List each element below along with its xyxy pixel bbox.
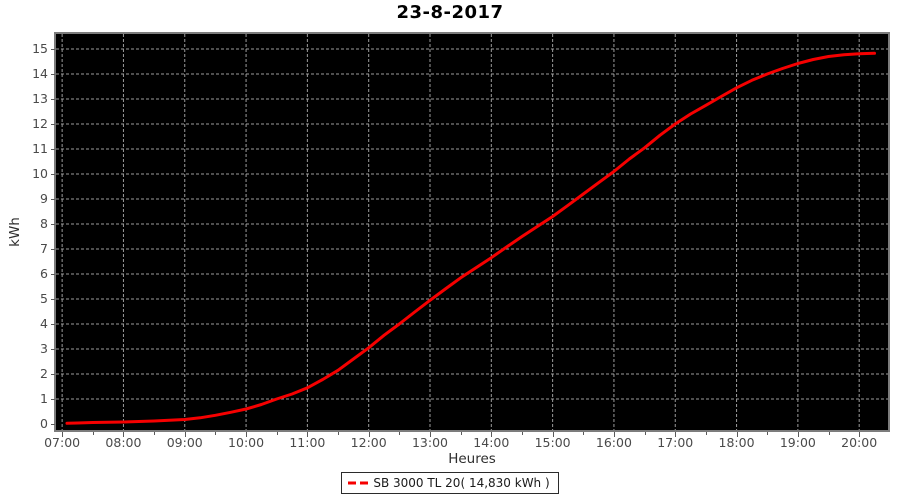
x-tick-mark [552, 432, 554, 437]
x-minor-tick-mark [154, 432, 156, 435]
x-tick-label: 11:00 [289, 435, 326, 450]
y-tick-label: 1 [40, 391, 48, 406]
y-tick-mark [51, 199, 55, 200]
x-tick-mark [613, 432, 615, 437]
x-tick-label: 12:00 [350, 435, 387, 450]
y-tick-label: 6 [40, 266, 48, 281]
x-minor-tick-mark [399, 432, 401, 435]
x-minor-tick-mark [705, 432, 707, 435]
data-curve-sb3000tl20 [65, 51, 876, 425]
y-tick-label: 15 [32, 41, 48, 56]
y-tick-mark [51, 174, 55, 175]
y-tick-mark [51, 249, 55, 250]
x-minor-tick-mark [644, 432, 646, 435]
x-tick-label: 20:00 [841, 435, 878, 450]
page-title: 23-8-2017 [396, 2, 504, 23]
x-tick-mark [491, 432, 493, 437]
x-tick-label: 17:00 [657, 435, 694, 450]
legend-label: SB 3000 TL 20( 14,830 kWh ) [373, 476, 550, 490]
x-tick-label: 13:00 [411, 435, 449, 450]
x-tick-mark [368, 432, 370, 437]
x-tick-mark [246, 432, 248, 437]
y-tick-label: 0 [40, 416, 48, 431]
x-tick-label: 16:00 [595, 435, 632, 450]
legend-line-icon [348, 481, 369, 485]
x-tick-mark [736, 432, 738, 437]
y-tick-mark [51, 274, 55, 275]
y-tick-mark [51, 374, 55, 375]
y-tick-label: 7 [40, 241, 48, 256]
y-tick-label: 13 [32, 91, 48, 106]
y-tick-mark [51, 49, 55, 50]
y-tick-mark [51, 99, 55, 100]
y-tick-label: 5 [40, 291, 48, 306]
x-tick-mark [184, 432, 186, 437]
y-tick-mark [51, 424, 55, 425]
x-tick-mark [675, 432, 677, 437]
x-tick-mark [123, 432, 125, 437]
y-tick-mark [51, 349, 55, 350]
y-tick-label: 2 [40, 366, 48, 381]
x-minor-tick-mark [215, 432, 217, 435]
x-tick-mark [307, 432, 309, 437]
x-tick-label: 07:00 [44, 435, 81, 450]
x-tick-mark [430, 432, 431, 437]
y-tick-mark [51, 74, 55, 75]
legend: SB 3000 TL 20( 14,830 kWh ) [0, 472, 900, 494]
x-tick-label: 08:00 [105, 435, 142, 450]
y-tick-mark [51, 124, 55, 125]
y-tick-label: 10 [32, 166, 48, 181]
y-tick-label: 9 [40, 191, 48, 206]
y-tick-mark [51, 299, 55, 300]
x-tick-mark [62, 432, 64, 437]
x-tick-label: 15:00 [534, 435, 571, 450]
y-tick-label: 11 [32, 141, 48, 156]
x-tick-label: 18:00 [718, 435, 755, 450]
y-tick-mark [51, 149, 55, 150]
chart-canvas [56, 34, 888, 430]
x-tick-label: 19:00 [779, 435, 816, 450]
x-minor-tick-mark [276, 432, 278, 435]
x-tick-mark [859, 432, 861, 437]
x-minor-tick-mark [583, 432, 585, 435]
x-minor-tick-mark [92, 432, 94, 435]
x-minor-tick-mark [460, 432, 462, 435]
y-tick-label: 12 [32, 116, 48, 131]
y-tick-mark [51, 399, 55, 400]
plot-area [54, 32, 890, 432]
x-minor-tick-mark [521, 432, 523, 435]
legend-box: SB 3000 TL 20( 14,830 kWh ) [341, 472, 559, 494]
y-tick-label: 3 [40, 341, 48, 356]
y-tick-label: 4 [40, 316, 48, 331]
x-tick-label: 10:00 [228, 435, 265, 450]
x-tick-label: 14:00 [473, 435, 510, 450]
x-tick-label: 09:00 [166, 435, 203, 450]
y-tick-label: 8 [40, 216, 48, 231]
x-tick-mark [797, 432, 799, 437]
y-tick-label: 14 [32, 66, 48, 81]
x-axis-title: Heures [448, 451, 496, 467]
y-tick-mark [51, 324, 55, 325]
x-minor-tick-mark [828, 432, 830, 435]
y-tick-mark [51, 224, 55, 225]
x-minor-tick-mark [767, 432, 769, 435]
gridlines [56, 34, 888, 430]
x-minor-tick-mark [338, 432, 340, 435]
